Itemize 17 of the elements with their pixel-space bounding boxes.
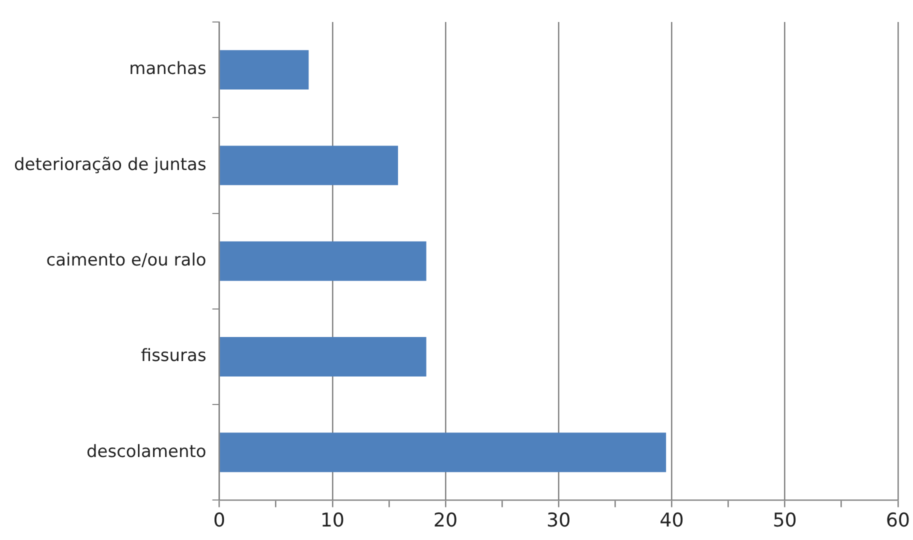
y-tick-label: fissuras [140,346,206,366]
x-tick-label: 60 [886,510,910,532]
bar [220,337,426,376]
x-tick-label: 20 [433,510,458,532]
x-tick-label: 30 [546,510,571,532]
y-tick-label: manchas [129,59,206,80]
bar [220,241,426,281]
bar [220,146,398,186]
bar [220,50,309,90]
x-tick-label: 0 [213,510,226,532]
x-tick-label: 40 [660,510,684,532]
y-tick-label: descolamento [86,442,206,462]
y-tick-label: deterioração de juntas [14,154,206,175]
y-tick-label: caimento e/ou ralo [46,250,206,271]
bar [220,432,666,472]
x-tick-label: 10 [320,510,345,532]
x-tick-label: 50 [772,510,797,532]
